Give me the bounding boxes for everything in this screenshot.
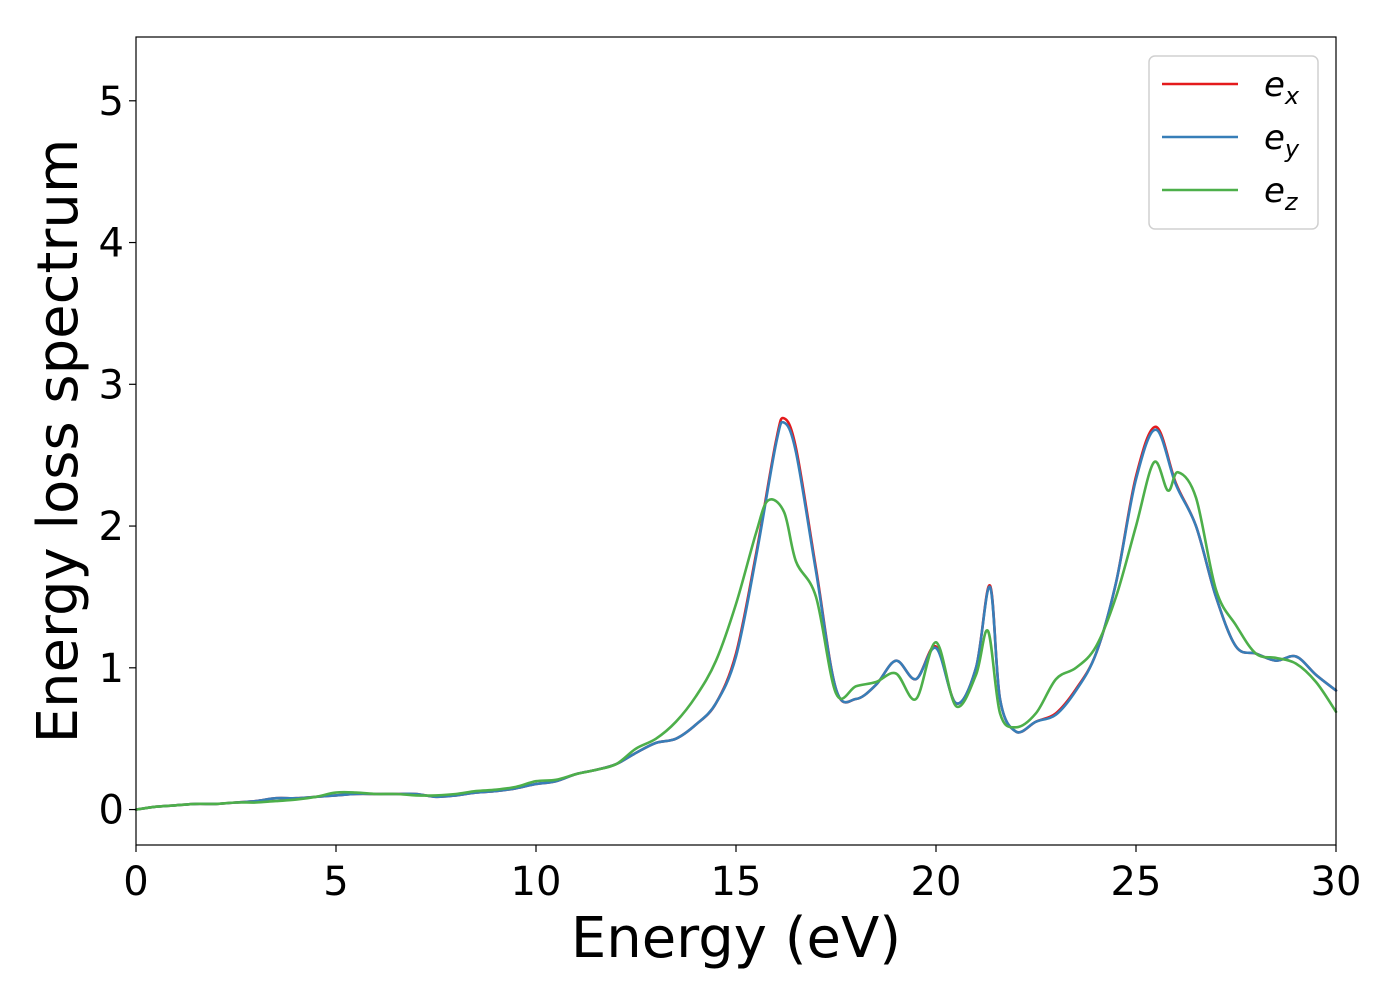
x-tick-label: 15 bbox=[711, 859, 762, 905]
legend-box bbox=[1148, 55, 1319, 230]
y-tick-label: 5 bbox=[99, 79, 124, 125]
x-tick-label: 20 bbox=[911, 859, 962, 905]
x-tick-label: 30 bbox=[1311, 859, 1362, 905]
x-axis-title: Energy (eV) bbox=[571, 906, 901, 971]
y-tick-label: 4 bbox=[99, 221, 124, 267]
y-axis-title: Energy loss spectrum bbox=[26, 139, 91, 744]
legend-label-z: ez bbox=[1264, 171, 1299, 216]
x-tick-label: 0 bbox=[123, 859, 148, 905]
x-tick-label: 10 bbox=[511, 859, 562, 905]
x-axis-ticks: 0 5 10 15 20 25 30 bbox=[123, 845, 1361, 905]
series-line-z bbox=[134, 460, 1338, 811]
legend-label-y: ey bbox=[1264, 118, 1300, 163]
legend: ex ey ez bbox=[1148, 55, 1319, 230]
y-axis-ticks: 0 1 2 3 4 5 bbox=[99, 79, 136, 834]
series-line-y bbox=[134, 420, 1338, 811]
x-tick-label: 25 bbox=[1111, 859, 1162, 905]
series-layer bbox=[134, 416, 1338, 811]
legend-label-x: ex bbox=[1264, 65, 1300, 110]
y-tick-label: 3 bbox=[99, 362, 124, 408]
x-tick-label: 5 bbox=[323, 859, 348, 905]
plot-background bbox=[136, 37, 1336, 845]
y-tick-label: 2 bbox=[99, 504, 124, 550]
y-tick-label: 1 bbox=[99, 646, 124, 692]
y-tick-label: 0 bbox=[99, 788, 124, 834]
